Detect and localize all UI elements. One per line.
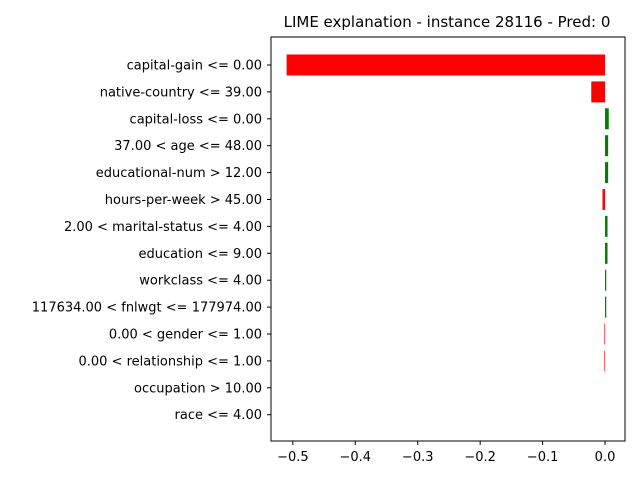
x-tick-label: −0.4 [339,450,371,465]
y-label-education-9-00: education <= 9.00 [139,247,263,262]
bar-capital-loss-0-00 [605,108,609,130]
x-tick-label: −0.5 [277,450,309,465]
y-label-workclass-4-00: workclass <= 4.00 [139,274,262,289]
bar-0-00-gender-1-00 [604,323,606,345]
bar-capital-gain-0-00 [286,54,606,76]
y-label-race-4-00: race <= 4.00 [175,408,262,423]
y-label-native-country-39-00: native-country <= 39.00 [100,85,262,100]
x-tick-label: −0.3 [402,450,434,465]
bar-117634-00-fnlwgt-177974-00 [605,296,607,318]
bar-0-00-relationship-1-00 [604,350,606,372]
bar-hours-per-week-45-00 [602,189,606,210]
x-axis: −0.5 −0.4 −0.3 −0.2 −0.1 0.0 [277,441,615,465]
bar-native-country-39-00 [591,81,606,103]
chart-title: LIME explanation - instance 28116 - Pred… [284,13,611,31]
y-label-capital-gain-0-00: capital-gain <= 0.00 [127,59,262,74]
bar-education-9-00 [605,242,608,264]
x-tick-label: −0.1 [527,450,559,465]
y-label-117634-00-fnlwgt-177974-00: 117634.00 < fnlwgt <= 177974.00 [32,301,262,316]
bar-educational-num-12-00 [605,162,609,184]
y-label-0-00-gender-1-00: 0.00 < gender <= 1.00 [109,328,262,343]
y-label-occupation-10-00: occupation > 10.00 [134,381,262,396]
bars-group [286,54,609,372]
y-label-capital-loss-0-00: capital-loss <= 0.00 [130,112,262,127]
bar-37-00-age-48-00 [605,135,609,157]
y-label-37-00-age-48-00: 37.00 < age <= 48.00 [114,139,262,154]
x-tick-label: −0.2 [464,450,496,465]
x-tick-label: 0.0 [595,450,616,465]
y-label-educational-num-12-00: educational-num > 12.00 [96,166,262,181]
y-label-hours-per-week-45-00: hours-per-week > 45.00 [105,193,262,208]
bar-workclass-4-00 [605,269,607,291]
y-label-2-00-marital-status-4-00: 2.00 < marital-status <= 4.00 [64,220,262,235]
y-label-0-00-relationship-1-00: 0.00 < relationship <= 1.00 [78,354,262,369]
bar-2-00-marital-status-4-00 [605,215,608,237]
plot-frame [270,36,626,442]
y-tick-labels: capital-gain <= 0.00 native-country <= 39… [32,59,271,423]
